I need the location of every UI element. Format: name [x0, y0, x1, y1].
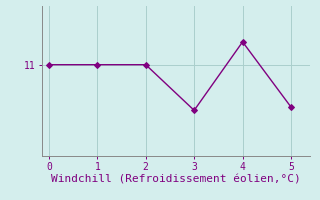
X-axis label: Windchill (Refroidissement éolien,°C): Windchill (Refroidissement éolien,°C) — [51, 174, 301, 184]
